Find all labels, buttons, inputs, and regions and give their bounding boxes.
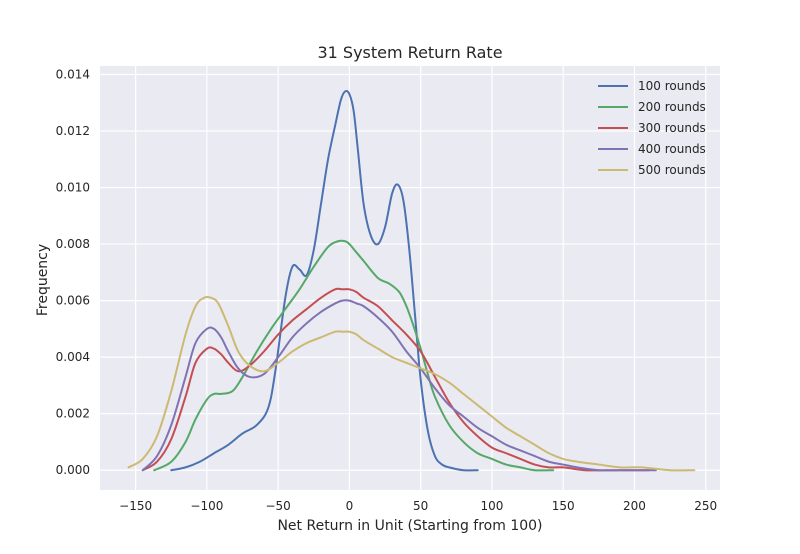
series-line-500-rounds <box>127 295 696 472</box>
legend: 100 rounds 200 rounds 300 rounds 400 rounds… <box>598 79 706 177</box>
x-tick-labels: −150 −100 −50 0 50 100 150 200 250 <box>119 499 717 513</box>
x-tick-label: 100 <box>481 499 504 513</box>
legend-label-100-rounds: 100 rounds <box>638 79 706 93</box>
chart-title: 31 System Return Rate <box>317 43 502 62</box>
x-tick-label: −100 <box>190 499 223 513</box>
legend-label-500-rounds: 500 rounds <box>638 163 706 177</box>
y-tick-label: 0.000 <box>56 463 90 477</box>
series-line-100-rounds <box>170 90 479 472</box>
legend-label-400-rounds: 400 rounds <box>638 142 706 156</box>
x-tick-label: 200 <box>623 499 646 513</box>
legend-label-300-rounds: 300 rounds <box>638 121 706 135</box>
x-tick-label: 0 <box>346 499 354 513</box>
x-tick-label: 150 <box>552 499 575 513</box>
x-tick-label: −150 <box>119 499 152 513</box>
y-tick-label: 0.004 <box>56 350 90 364</box>
x-tick-label: 250 <box>694 499 717 513</box>
x-axis-label: Net Return in Unit (Starting from 100) <box>277 518 542 534</box>
series-line-200-rounds <box>153 239 555 472</box>
plot-area <box>100 66 720 490</box>
legend-label-200-rounds: 200 rounds <box>638 100 706 114</box>
y-tick-label: 0.002 <box>56 407 90 421</box>
y-tick-labels: 0.000 0.002 0.004 0.006 0.008 0.010 0.012 0.014 <box>56 67 90 477</box>
series-line-300-rounds <box>141 287 650 472</box>
series-lines <box>127 90 696 472</box>
y-tick-label: 0.008 <box>56 237 90 251</box>
y-tick-label: 0.010 <box>56 181 90 195</box>
y-tick-label: 0.012 <box>56 124 90 138</box>
y-tick-label: 0.006 <box>56 294 90 308</box>
y-tick-label: 0.014 <box>56 67 90 81</box>
x-tick-label: 50 <box>413 499 428 513</box>
y-axis-label: Frequency <box>35 244 51 316</box>
series-line-400-rounds <box>141 299 657 472</box>
x-tick-label: −50 <box>265 499 290 513</box>
